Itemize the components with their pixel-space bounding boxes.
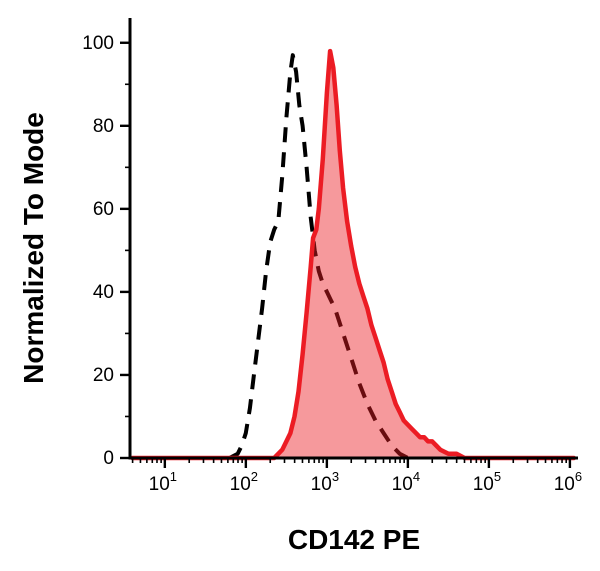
- x-axis-title: CD142 PE: [287, 524, 421, 555]
- y-tick-label: 20: [93, 365, 114, 386]
- series-cd142-pe-stained-fill: [132, 51, 574, 458]
- x-tick-label: 102: [230, 469, 258, 495]
- x-tick-label: 103: [311, 469, 339, 495]
- y-tick-label: 40: [93, 282, 114, 303]
- y-tick-label: 80: [93, 116, 114, 137]
- x-tick-label: 105: [473, 469, 501, 495]
- x-tick-label: 101: [149, 469, 177, 495]
- x-tick-label: 106: [554, 469, 582, 495]
- y-tick-label: 0: [103, 448, 114, 469]
- y-tick-label: 60: [93, 199, 114, 220]
- x-tick-label: 104: [392, 469, 420, 495]
- series-cd142-pe-stained: [130, 48, 577, 461]
- y-tick-label: 100: [82, 33, 114, 54]
- y-axis-title: Normalized To Mode: [18, 112, 49, 384]
